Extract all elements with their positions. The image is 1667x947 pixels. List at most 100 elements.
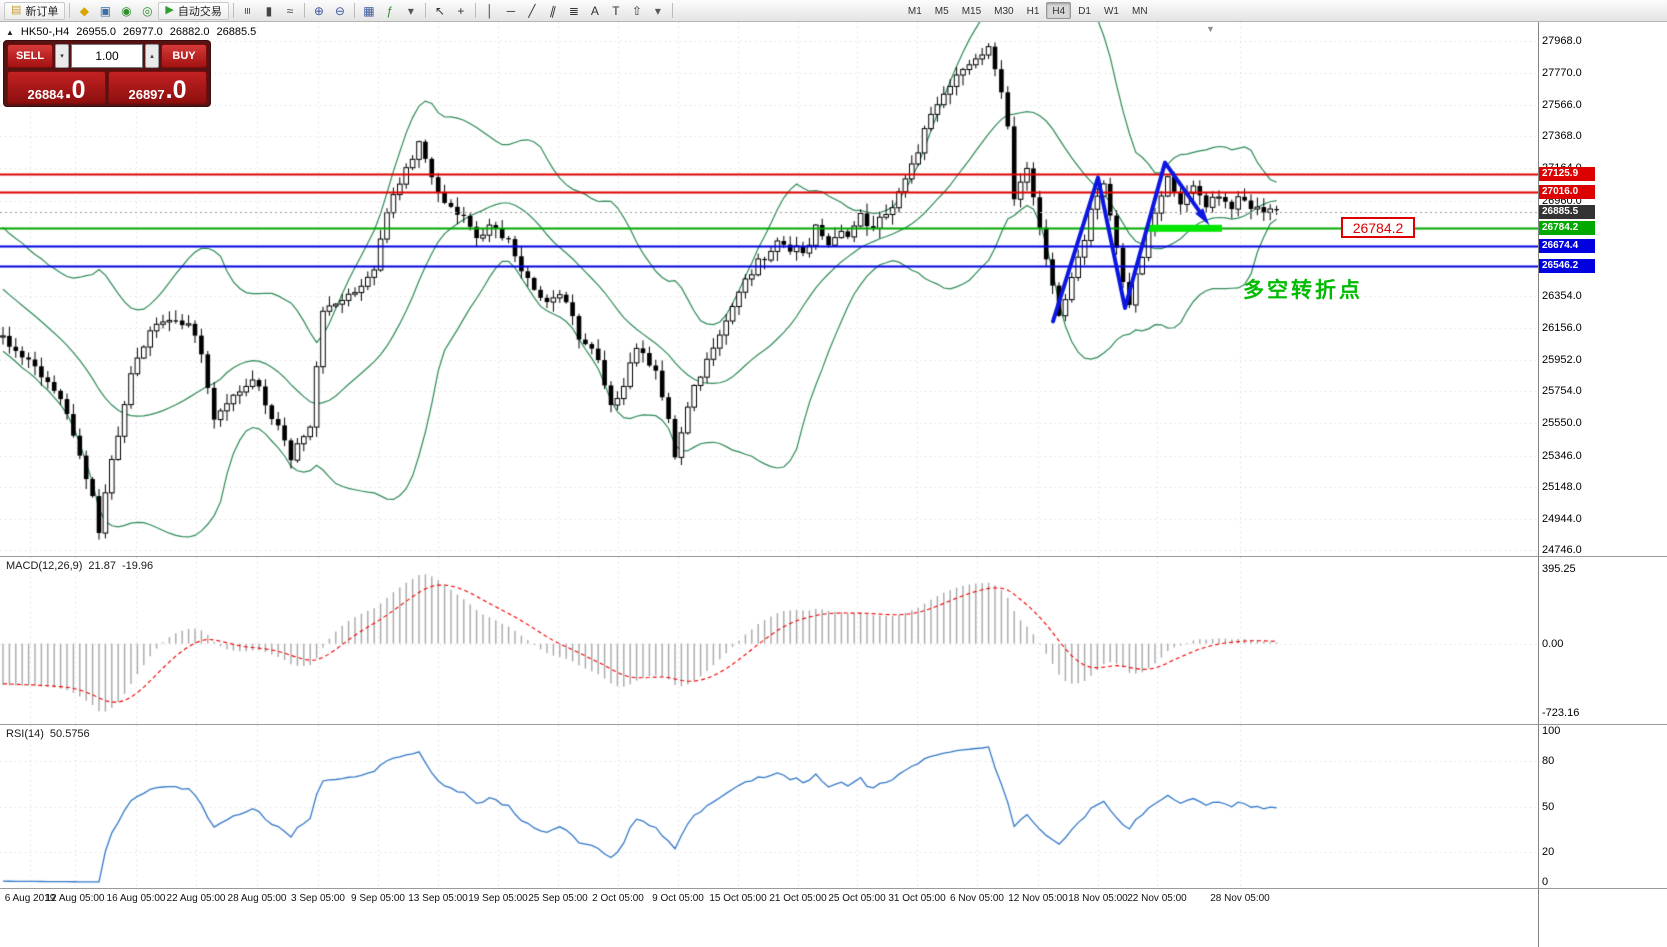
- timeframe-h1-button[interactable]: H1: [1026, 6, 1040, 17]
- tile-windows-icon[interactable]: ▦: [359, 2, 379, 20]
- new-order-button-label: 新订单: [25, 5, 59, 18]
- time-axis-label: 12 Nov 05:00: [1008, 893, 1068, 904]
- time-axis-label: 16 Aug 05:00: [106, 893, 166, 904]
- time-axis-label: 25 Sep 05:00: [528, 893, 588, 904]
- buy-price-display[interactable]: 26897.0: [108, 71, 207, 104]
- timeframe-m30-button[interactable]: M30: [994, 6, 1014, 17]
- zoom-in-icon: ⊕: [313, 3, 324, 18]
- timeframe-m15-button[interactable]: M15: [961, 6, 982, 17]
- time-axis-label: 3 Sep 05:00: [291, 893, 345, 904]
- vertical-line-icon: │: [486, 3, 494, 18]
- data-window-icon: ▣: [99, 3, 112, 18]
- indicators-icon[interactable]: ƒ: [380, 2, 400, 20]
- line-chart-icon[interactable]: ≈: [280, 2, 300, 20]
- price-axis[interactable]: 27968.027770.027566.027368.027164.026960…: [1539, 22, 1667, 556]
- price-tag-27125.9: 27125.9: [1539, 167, 1595, 182]
- price-axis-label: 27566.0: [1542, 98, 1582, 111]
- time-axis-label: 22 Aug 05:00: [166, 893, 226, 904]
- zoom-in-icon[interactable]: ⊕: [309, 2, 329, 20]
- indicators-dropdown-icon[interactable]: ▾: [401, 2, 421, 20]
- timeframe-d1-button[interactable]: D1: [1078, 6, 1091, 17]
- text-icon[interactable]: A: [585, 2, 605, 20]
- price-axis-label: 25148.0: [1542, 480, 1582, 493]
- chart-shift-marker-icon[interactable]: ▼: [1206, 24, 1215, 34]
- toolbar-separator: [69, 3, 71, 18]
- buy-price-main: 26897: [128, 87, 165, 102]
- strategy-tester-icon: ◎: [142, 3, 153, 18]
- navigator-icon[interactable]: ◉: [116, 2, 136, 20]
- panel-separator[interactable]: [0, 888, 1667, 889]
- volume-increase-button[interactable]: ▴: [145, 44, 159, 68]
- rsi-axis-label: 20: [1542, 845, 1555, 858]
- cursor-icon[interactable]: ↖: [430, 2, 450, 20]
- ohlc-close: 26885.5: [216, 26, 257, 38]
- text-label-icon[interactable]: T: [606, 2, 626, 20]
- toolbar-separator: [353, 3, 355, 18]
- timeframe-mn-button[interactable]: MN: [1131, 6, 1148, 17]
- toolbar-separator: [474, 3, 476, 18]
- price-axis-label: 27368.0: [1542, 130, 1582, 143]
- time-axis-label: 9 Oct 05:00: [652, 893, 704, 904]
- sell-price-frac: .0: [64, 76, 86, 104]
- panel-separator[interactable]: [0, 556, 1667, 557]
- timeframe-h4-button[interactable]: H4: [1046, 2, 1072, 19]
- timeframe-m1-button[interactable]: M1: [907, 6, 922, 17]
- bar-chart-icon[interactable]: ≡: [238, 2, 258, 20]
- market-watch-icon[interactable]: ◆: [74, 2, 94, 20]
- panel-separator[interactable]: [0, 724, 1667, 725]
- macd-axis-label: 0.00: [1542, 637, 1564, 650]
- autotrading-button[interactable]: ▶ 自动交易: [158, 1, 229, 20]
- vertical-line-icon[interactable]: │: [480, 2, 500, 20]
- crosshair-icon: +: [457, 3, 465, 18]
- rsi-axis[interactable]: 100 80 50 20 0: [1539, 725, 1667, 888]
- toolbar-separator: [671, 3, 673, 18]
- support-price-label: 26784.2: [1341, 217, 1415, 238]
- crosshair-icon[interactable]: +: [451, 2, 471, 20]
- time-axis-label: 25 Oct 05:00: [828, 893, 886, 904]
- macd-signal-value: -19.96: [121, 560, 154, 572]
- price-axis-label: 25346.0: [1542, 449, 1582, 462]
- time-axis[interactable]: 6 Aug 2019 12 Aug 05:00 16 Aug 05:00 22 Aug…: [0, 889, 1538, 947]
- arrows-icon: ⇧: [631, 3, 642, 18]
- trendline-icon[interactable]: ╱: [522, 2, 542, 20]
- sell-button[interactable]: SELL: [7, 44, 53, 68]
- zoom-out-icon[interactable]: ⊖: [330, 2, 350, 20]
- price-tag-26784.2: 26784.2: [1539, 221, 1595, 236]
- sell-price-display[interactable]: 26884.0: [7, 71, 106, 104]
- candlestick-chart-icon[interactable]: ▮: [259, 2, 279, 20]
- volume-input[interactable]: [71, 44, 143, 68]
- toolbar-separator: [232, 3, 234, 18]
- sell-price-main: 26884: [27, 87, 64, 102]
- equidistant-channel-icon[interactable]: ∥: [543, 2, 563, 20]
- strategy-tester-icon[interactable]: ◎: [137, 2, 157, 20]
- macd-axis-label: 395.25: [1542, 563, 1576, 575]
- volume-decrease-button[interactable]: ▾: [55, 44, 69, 68]
- new-order-button[interactable]: ▤ 新订单: [4, 1, 66, 20]
- macd-axis[interactable]: 395.25 0.00 -723.16: [1539, 557, 1667, 724]
- rsi-panel-canvas[interactable]: [0, 725, 1538, 888]
- price-tag-26674.4: 26674.4: [1539, 238, 1595, 253]
- main-chart-canvas[interactable]: [0, 22, 1538, 556]
- price-tag-27016.0: 27016.0: [1539, 184, 1595, 199]
- ohlc-low: 26882.0: [169, 26, 210, 38]
- fibonacci-icon[interactable]: ≣: [564, 2, 584, 20]
- timeframe-toolbar: M1 M5 M15 M30 H1 H4 D1 W1 MN: [902, 2, 1154, 19]
- arrows-dropdown-icon[interactable]: ▾: [648, 2, 668, 20]
- macd-panel-canvas[interactable]: [0, 557, 1538, 724]
- text-label-icon: T: [612, 3, 620, 18]
- toolbar: ▤ 新订单 ◆ ▣ ◉ ◎ ▶ 自动交易 ≡ ▮ ≈ ⊕ ⊖ ▦ ƒ ▾ ↖ + │ ─ ╱ ∥ ≣ A T ⇧ ▾ M1 M5 M15 M…: [0, 0, 1667, 22]
- equidistant-channel-icon: ∥: [548, 2, 558, 19]
- data-window-icon[interactable]: ▣: [95, 2, 115, 20]
- new-order-icon: ▤: [11, 4, 22, 16]
- one-click-collapse-icon[interactable]: ▲: [6, 27, 14, 37]
- buy-button[interactable]: BUY: [161, 44, 207, 68]
- macd-main-value: 21.87: [88, 560, 116, 572]
- timeframe-m5-button[interactable]: M5: [934, 6, 949, 17]
- time-axis-label: 6 Nov 05:00: [950, 893, 1004, 904]
- timeframe-w1-button[interactable]: W1: [1103, 6, 1119, 17]
- rsi-name: RSI(14): [6, 728, 44, 740]
- time-axis-label: 22 Nov 05:00: [1127, 893, 1187, 904]
- arrows-icon[interactable]: ⇧: [627, 2, 647, 20]
- horizontal-line-icon[interactable]: ─: [501, 2, 521, 20]
- bar-chart-icon: ≡: [240, 6, 255, 15]
